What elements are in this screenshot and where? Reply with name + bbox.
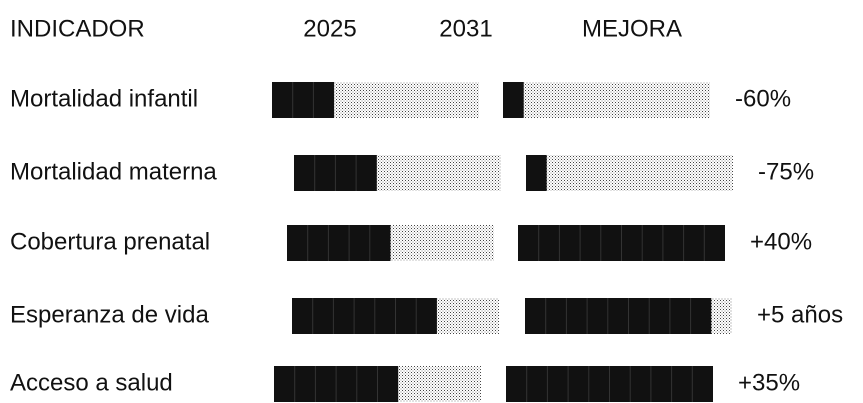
change-label: +5 años <box>757 301 843 328</box>
header: 2025 <box>303 15 356 42</box>
bar-track <box>503 82 710 118</box>
header: INDICADOR <box>10 15 145 42</box>
change-label: -75% <box>758 158 814 185</box>
change-label: +35% <box>738 369 800 396</box>
row-label: Esperanza de vida <box>10 301 209 328</box>
row-label: Mortalidad materna <box>10 158 217 185</box>
change-label: +40% <box>750 228 812 255</box>
bar-fill <box>503 82 524 118</box>
row-label: Cobertura prenatal <box>10 228 210 255</box>
row-label: Acceso a salud <box>10 369 173 396</box>
bar-fill <box>272 82 335 118</box>
header: MEJORA <box>582 15 682 42</box>
bar-track <box>526 155 733 191</box>
bar-fill <box>287 225 391 261</box>
change-label: -60% <box>735 85 791 112</box>
bar-fill <box>525 298 712 334</box>
bar-fill <box>292 298 437 334</box>
bar-fill <box>526 155 547 191</box>
header: 2031 <box>439 15 492 42</box>
row-label: Mortalidad infantil <box>10 85 198 112</box>
